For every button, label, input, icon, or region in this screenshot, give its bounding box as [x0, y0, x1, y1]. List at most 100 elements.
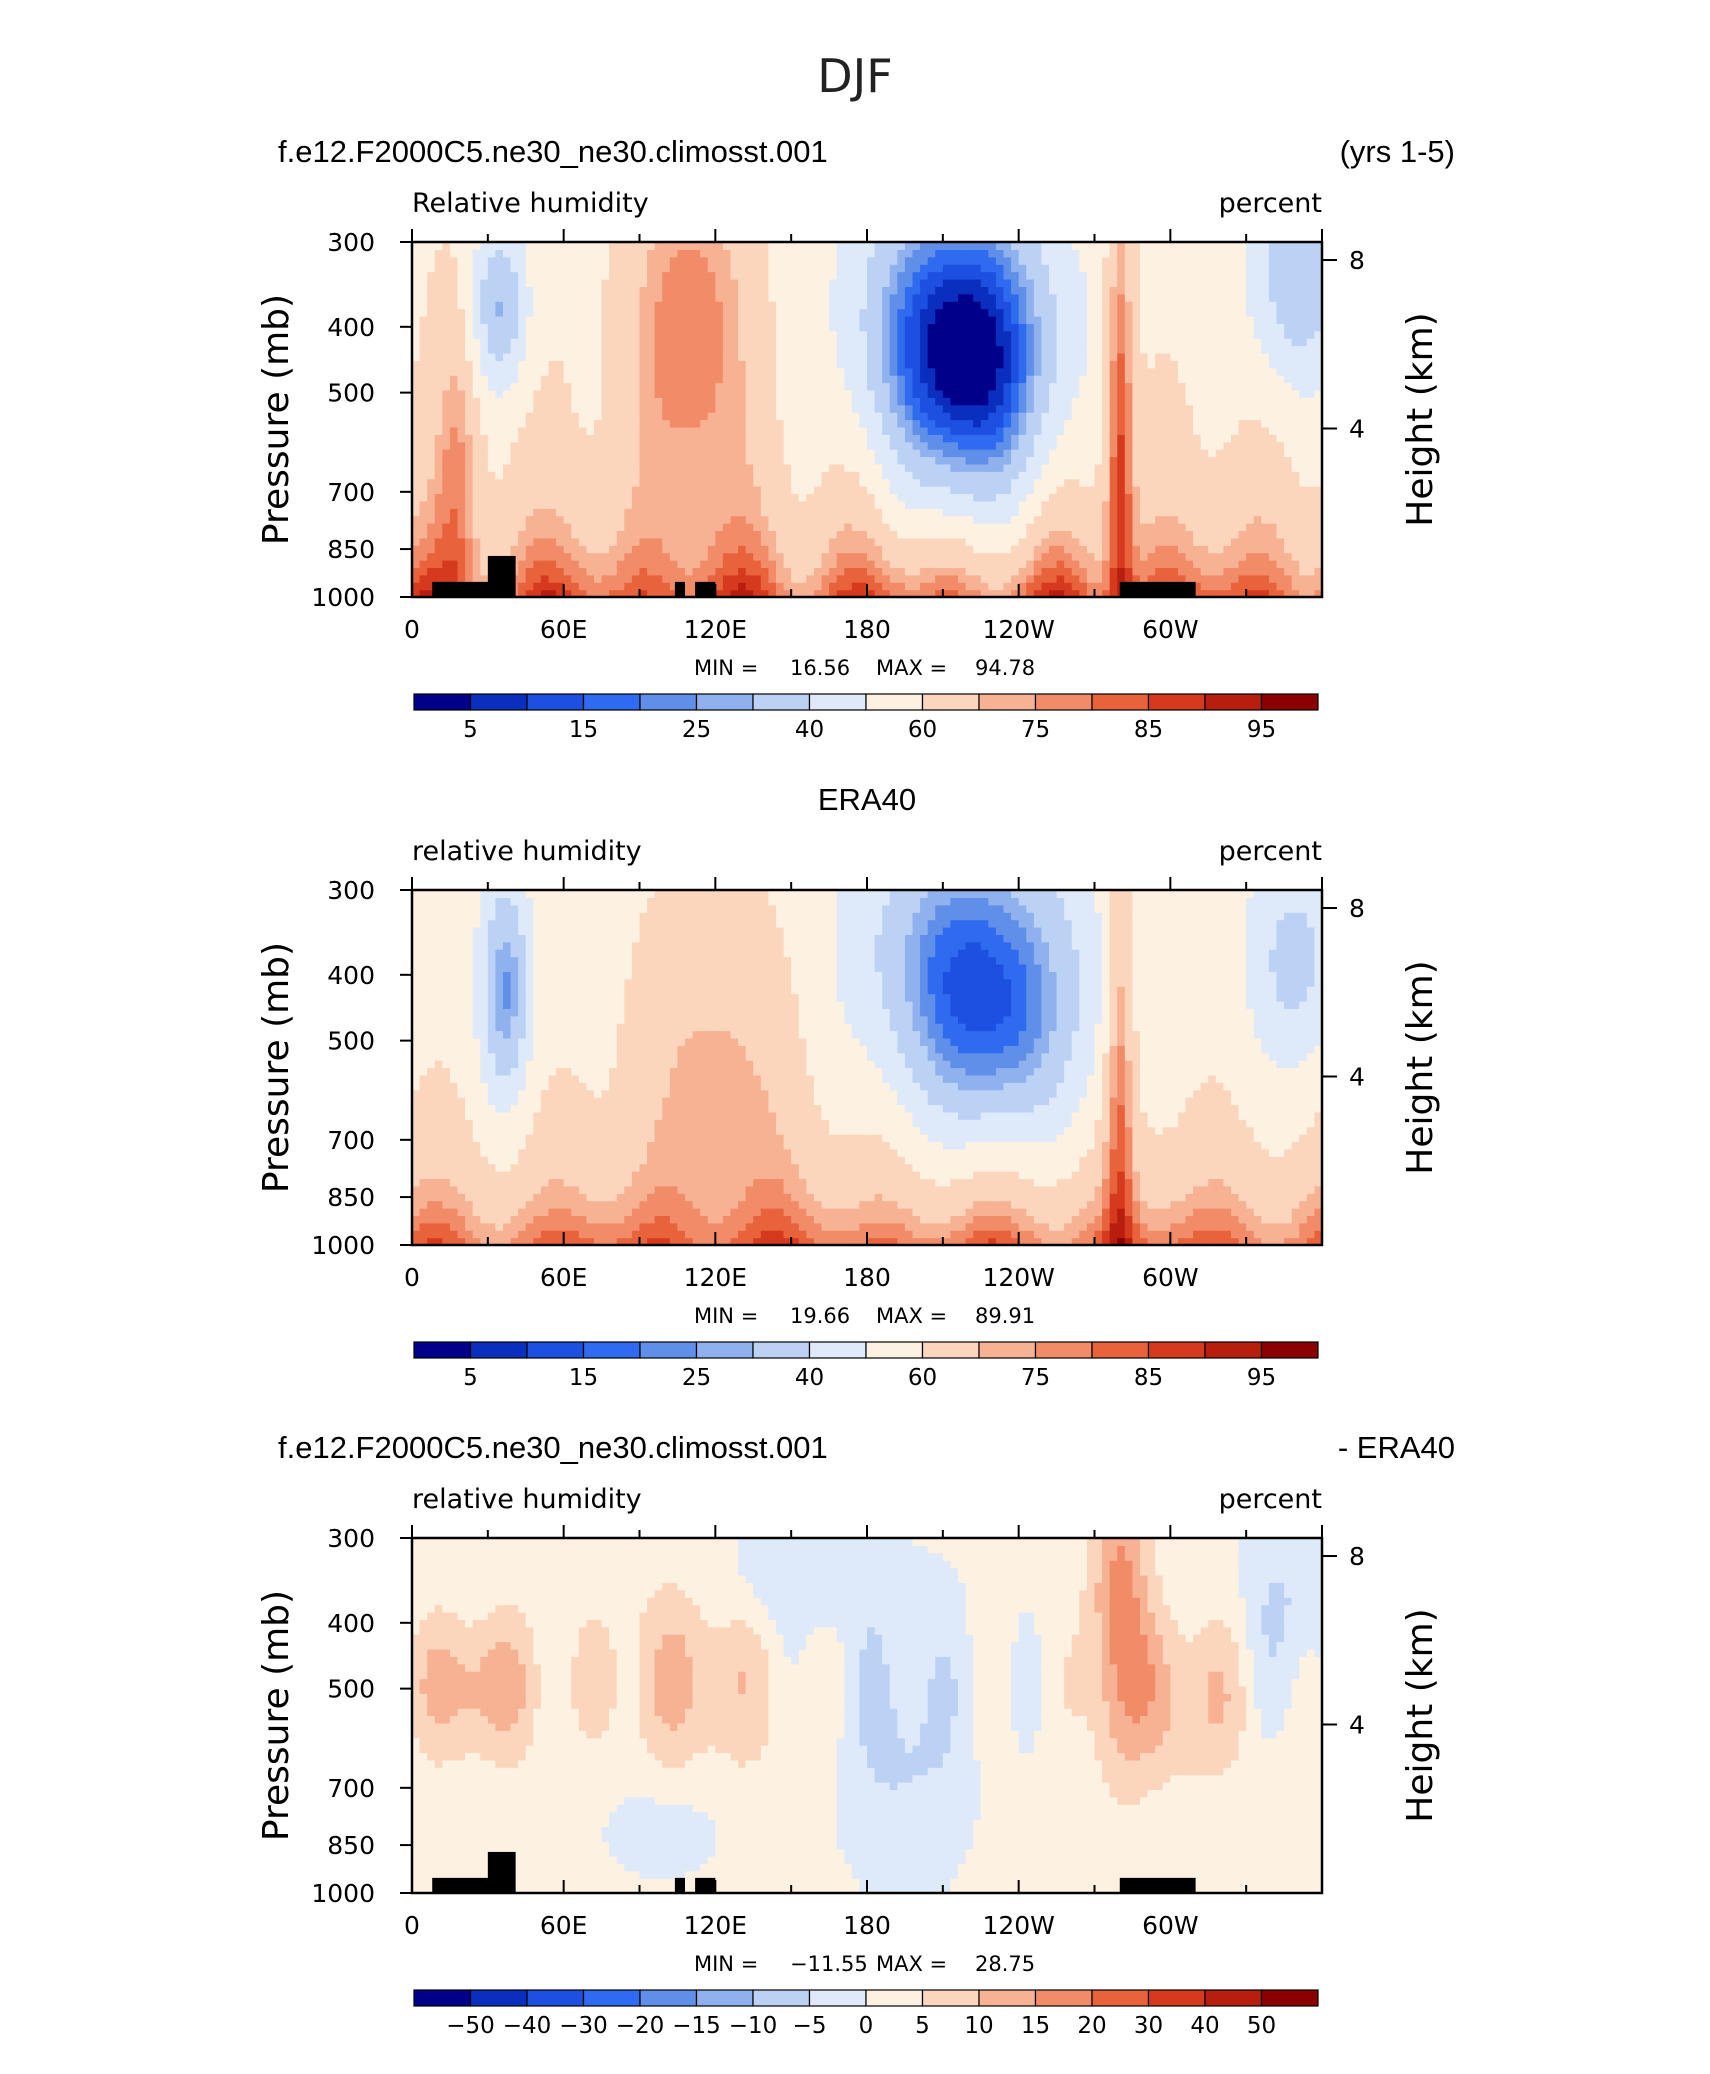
heatmap-cell: [685, 360, 693, 368]
heatmap-cell: [617, 582, 625, 590]
heatmap-cell: [564, 405, 572, 413]
heatmap-cell: [579, 486, 587, 494]
heatmap-cell: [518, 405, 526, 413]
heatmap-cell: [738, 479, 746, 487]
heatmap-cell: [890, 523, 898, 531]
heatmap-cell: [806, 456, 814, 464]
heatmap-cell: [442, 449, 450, 457]
heatmap-cell: [662, 375, 670, 383]
heatmap-cell: [1064, 323, 1072, 331]
heatmap-cell: [1140, 338, 1148, 346]
heatmap-cell: [1193, 486, 1201, 494]
heatmap-cell: [624, 412, 632, 420]
panel-header-left: f.e12.F2000C5.ne30_ne30.climosst.001: [278, 134, 828, 169]
heatmap-cell: [1004, 346, 1012, 354]
heatmap-cell: [1148, 471, 1156, 479]
heatmap-cell: [761, 493, 769, 501]
heatmap-cell: [973, 264, 981, 272]
heatmap-cell: [458, 575, 466, 583]
heatmap-cell: [973, 375, 981, 383]
heatmap-cell: [776, 286, 784, 294]
heatmap-cell: [928, 523, 936, 531]
heatmap-cell: [586, 530, 594, 538]
heatmap-cell: [1170, 279, 1178, 287]
heatmap-cell: [556, 516, 564, 524]
heatmap-cell: [602, 567, 610, 575]
heatmap-cell: [427, 420, 435, 428]
heatmap-cell: [723, 471, 731, 479]
heatmap-cell: [943, 368, 951, 376]
heatmap-cell: [662, 575, 670, 583]
heatmap-cell: [768, 427, 776, 435]
heatmap-cell: [814, 331, 822, 339]
heatmap-cell: [1095, 427, 1103, 435]
heatmap-cell: [1026, 464, 1034, 472]
heatmap-cell: [935, 493, 943, 501]
heatmap-cell: [488, 405, 496, 413]
heatmap-cell: [693, 346, 701, 354]
heatmap-cell: [632, 264, 640, 272]
heatmap-cell: [1125, 279, 1133, 287]
heatmap-cell: [920, 508, 928, 516]
heatmap-cell: [799, 508, 807, 516]
heatmap-cell: [753, 375, 761, 383]
heatmap-cell: [852, 397, 860, 405]
heatmap-cell: [677, 575, 685, 583]
heatmap-cell: [488, 486, 496, 494]
heatmap-cell: [753, 434, 761, 442]
heatmap-cell: [571, 567, 579, 575]
heatmap-cell: [905, 405, 913, 413]
heatmap-cell: [806, 530, 814, 538]
heatmap-cell: [609, 427, 617, 435]
heatmap-cell: [541, 249, 549, 257]
heatmap-cell: [875, 323, 883, 331]
heatmap-cell: [685, 249, 693, 257]
heatmap-cell: [549, 464, 557, 472]
heatmap-cell: [1178, 309, 1186, 317]
heatmap-cell: [791, 464, 799, 472]
heatmap-cell: [1117, 567, 1125, 575]
heatmap-cell: [973, 471, 981, 479]
heatmap-cell: [913, 249, 921, 257]
heatmap-cell: [806, 560, 814, 568]
heatmap-cell: [655, 427, 663, 435]
heatmap-cell: [1004, 301, 1012, 309]
heatmap-cell: [1170, 449, 1178, 457]
heatmap-cell: [1041, 257, 1049, 265]
heatmap-cell: [829, 434, 837, 442]
heatmap-cell: [905, 420, 913, 428]
heatmap-cell: [958, 390, 966, 398]
heatmap-cell: [420, 427, 428, 435]
heatmap-cell: [814, 523, 822, 531]
heatmap-cell: [624, 501, 632, 509]
heatmap-cell: [928, 257, 936, 265]
heatmap-cell: [882, 286, 890, 294]
heatmap-cell: [966, 501, 974, 509]
heatmap-cell: [746, 442, 754, 450]
heatmap-cell: [586, 309, 594, 317]
heatmap-cell: [1079, 294, 1087, 302]
heatmap-cell: [571, 390, 579, 398]
heatmap-cell: [1041, 567, 1049, 575]
heatmap-cell: [973, 338, 981, 346]
heatmap-cell: [753, 464, 761, 472]
heatmap-cell: [594, 249, 602, 257]
heatmap-cell: [852, 279, 860, 287]
heatmap-cell: [427, 412, 435, 420]
heatmap-cell: [890, 427, 898, 435]
heatmap-cell: [1019, 575, 1027, 583]
heatmap-cell: [549, 434, 557, 442]
heatmap-cell: [541, 538, 549, 546]
heatmap-cell: [1034, 279, 1042, 287]
heatmap-cell: [852, 501, 860, 509]
heatmap-cell: [1148, 575, 1156, 583]
heatmap-cell: [715, 442, 723, 450]
heatmap-cell: [640, 442, 648, 450]
heatmap-cell: [1004, 545, 1012, 553]
heatmap-cell: [685, 479, 693, 487]
heatmap-cell: [715, 397, 723, 405]
heatmap-cell: [822, 434, 830, 442]
heatmap-cell: [1079, 449, 1087, 457]
heatmap-cell: [950, 360, 958, 368]
heatmap-cell: [1064, 294, 1072, 302]
